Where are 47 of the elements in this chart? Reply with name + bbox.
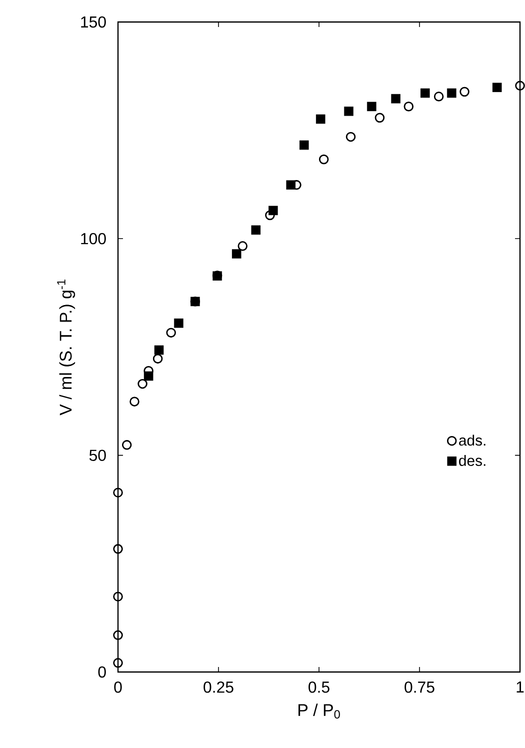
point [344,106,354,116]
point [268,206,278,216]
legend-label: des. [459,454,486,466]
x-axis-title: P / P$_{0}$ [298,704,340,719]
point [492,82,502,92]
point [152,354,163,364]
point [299,140,309,150]
point [232,249,242,258]
point [286,180,296,190]
x-tick-label: 0.5 [308,682,330,693]
y-tick-label: 0 [98,666,106,678]
point [130,396,140,406]
point [113,544,123,554]
point [460,86,470,97]
point [174,318,184,328]
point [391,94,400,104]
point [318,154,329,164]
point [434,92,444,102]
point [144,371,154,381]
point [515,80,525,91]
point [251,225,261,235]
point [316,114,326,124]
point [374,112,385,123]
y-tick-label: 100 [81,233,106,244]
y-axis-title: V / ml (S. T. P.) g$^{-1}$ [57,280,76,416]
point [238,241,248,251]
x-tick-label: 1 [516,681,524,692]
y-tick-label: 50 [89,450,106,461]
point [447,88,456,98]
x-tick-label: 0.75 [404,682,434,693]
point [265,210,275,220]
point [113,488,123,498]
point [113,630,123,640]
legend-label: ads. [459,434,486,446]
point [404,102,414,112]
point [113,658,123,668]
point [346,132,356,142]
point [166,328,176,338]
point [138,378,148,389]
x-tick-label: 0.25 [204,682,234,693]
point [122,440,132,450]
point [367,102,376,112]
x-tick-label: 0 [114,682,122,693]
y-tick-label: 150 [81,16,106,28]
point [113,592,123,602]
point [420,88,430,98]
point [154,345,164,355]
